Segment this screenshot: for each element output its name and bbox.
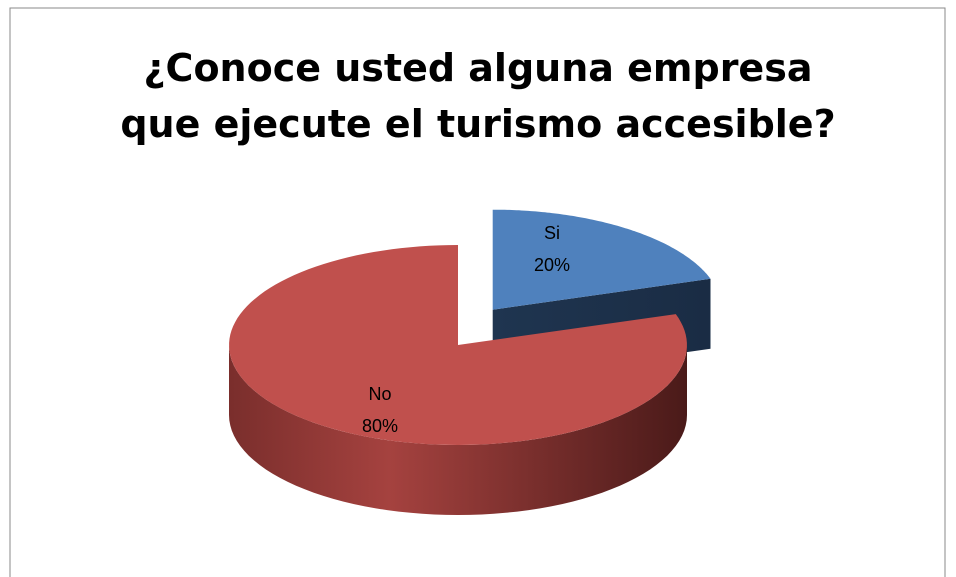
slice-value-label: 20% — [534, 255, 570, 275]
slice-category-label: No — [368, 384, 391, 404]
frame — [9, 7, 946, 577]
slice-side — [229, 345, 687, 515]
chart-title: ¿Conoce usted alguna empresa que ejecute… — [120, 46, 836, 146]
slice-value-label: 80% — [362, 416, 398, 436]
slice-category-label: Si — [544, 223, 560, 243]
pie-slice — [492, 209, 711, 310]
pie-slice — [229, 245, 687, 445]
